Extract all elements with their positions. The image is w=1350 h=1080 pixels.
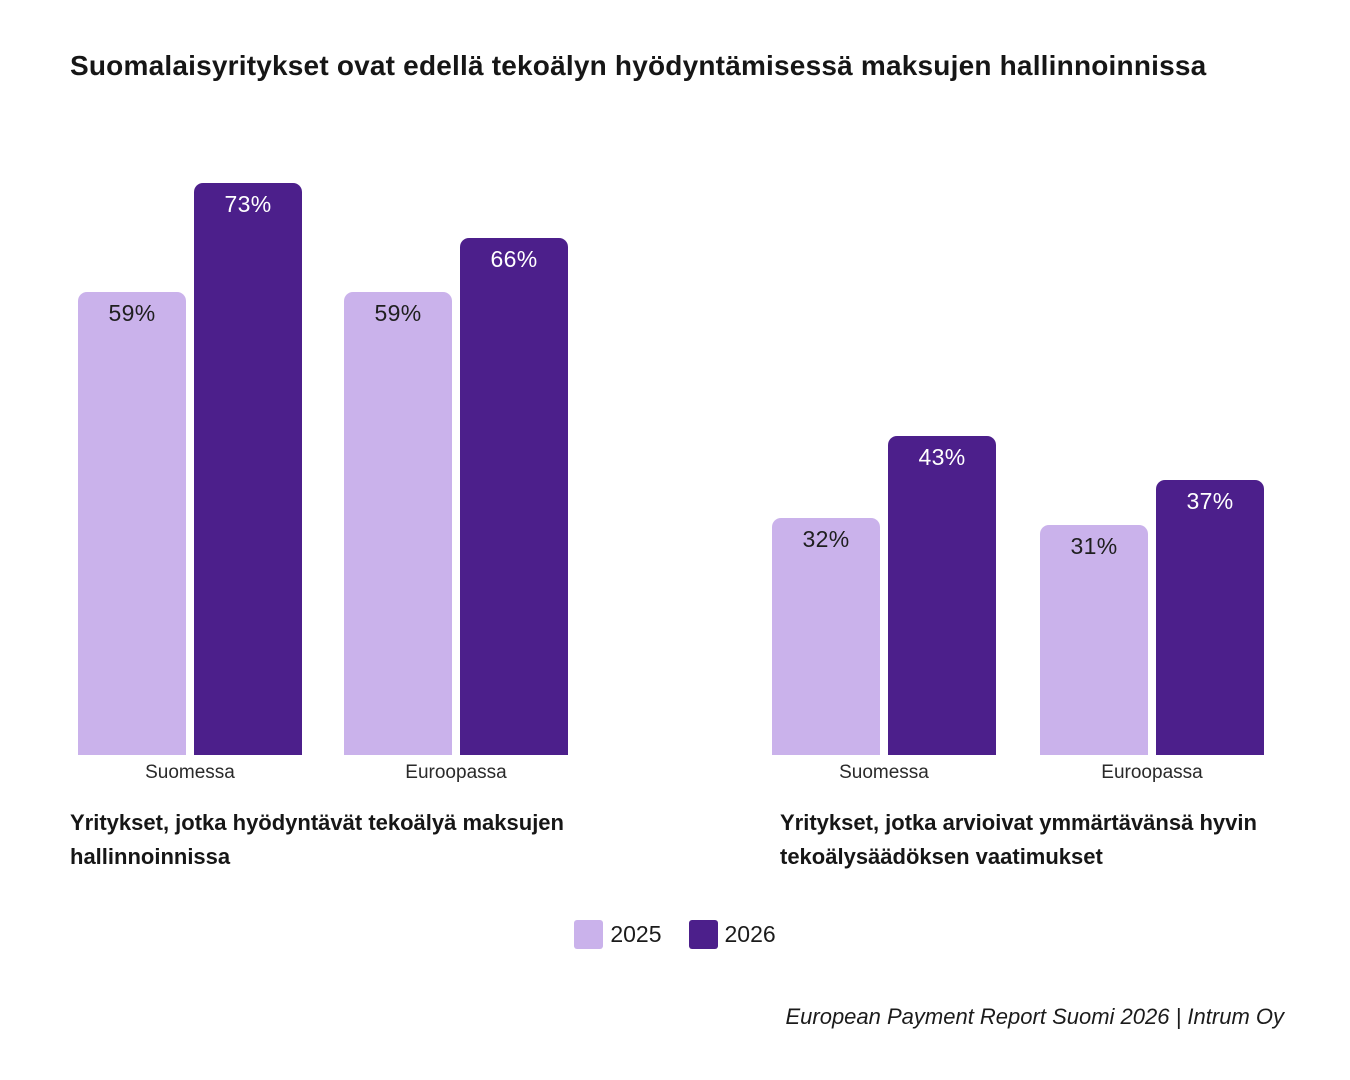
- bar-value-label: 37%: [1186, 488, 1234, 514]
- bar-2025-suomessa: 59%: [78, 292, 186, 755]
- legend: 2025 2026: [0, 920, 1350, 949]
- legend-swatch-2026: [688, 920, 718, 949]
- legend-item-2026: 2026: [688, 920, 776, 949]
- x-axis-label-euroopassa: Euroopassa: [1101, 762, 1203, 783]
- bar-value-label: 32%: [802, 526, 850, 552]
- source-caption: European Payment Report Suomi 2026 | Int…: [785, 1004, 1284, 1029]
- bar-2025-euroopassa: 31%: [1040, 525, 1148, 755]
- bar-2026-suomessa: 73%: [194, 183, 302, 755]
- bar-value-label: 66%: [490, 246, 538, 272]
- bar-2025-suomessa: 32%: [772, 518, 880, 755]
- bar-2026-euroopassa: 37%: [1156, 480, 1264, 755]
- legend-swatch-2025: [574, 920, 604, 949]
- x-axis-label-euroopassa: Euroopassa: [405, 762, 507, 783]
- page-title: Suomalaisyritykset ovat edellä tekoälyn …: [70, 50, 1207, 81]
- bar-2026-suomessa: 43%: [888, 436, 996, 755]
- x-axis-label-suomessa: Suomessa: [145, 762, 235, 783]
- x-axis-label-suomessa: Suomessa: [839, 762, 929, 783]
- bar-2026-euroopassa: 66%: [460, 238, 568, 755]
- legend-item-2025: 2025: [574, 920, 662, 949]
- bar-value-label: 43%: [918, 444, 966, 470]
- legend-label-2025: 2025: [610, 921, 662, 947]
- chart-subtitle-left: Yritykset, jotka hyödyntävät tekoälyä ma…: [70, 810, 564, 869]
- bar-2025-euroopassa: 59%: [344, 292, 452, 755]
- chart-subtitle-right: Yritykset, jotka arvioivat ymmärtävänsä …: [780, 810, 1257, 869]
- bar-value-label: 59%: [108, 300, 156, 326]
- bar-value-label: 73%: [224, 191, 272, 217]
- bar-value-label: 59%: [374, 300, 422, 326]
- legend-label-2026: 2026: [724, 921, 776, 947]
- bar-value-label: 31%: [1070, 533, 1118, 559]
